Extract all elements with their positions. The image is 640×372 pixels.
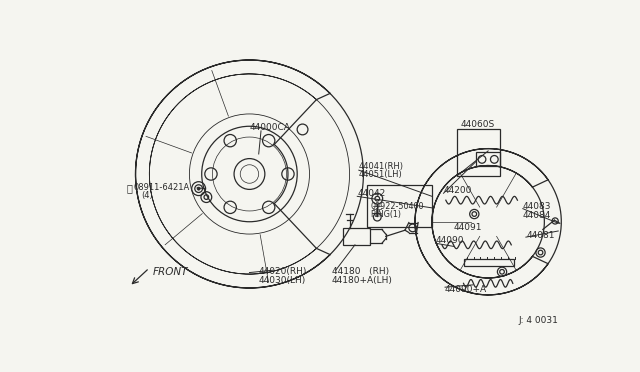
Text: 09922-50400: 09922-50400 [371, 202, 424, 211]
Text: 08911-6421A: 08911-6421A [134, 183, 190, 192]
Text: 44042: 44042 [357, 189, 385, 198]
Text: FRONT: FRONT [153, 267, 189, 277]
Text: (4): (4) [141, 191, 154, 200]
Text: ⓝ: ⓝ [126, 183, 132, 193]
Text: 44180+A(LH): 44180+A(LH) [332, 276, 393, 285]
Text: 44180   (RH): 44180 (RH) [332, 267, 389, 276]
Text: 44000CA: 44000CA [250, 123, 291, 132]
Text: 44083: 44083 [523, 202, 551, 211]
Text: 44200: 44200 [444, 186, 472, 195]
Bar [463, 259, 513, 266]
Text: 44030(LH): 44030(LH) [259, 276, 306, 285]
Text: 44041(RH): 44041(RH) [359, 162, 404, 171]
Text: 44060S: 44060S [460, 120, 495, 129]
Text: 44084: 44084 [523, 211, 551, 220]
Text: 44020(RH): 44020(RH) [259, 267, 307, 276]
Text: 44090: 44090 [436, 237, 464, 246]
Bar [476, 153, 500, 166]
Circle shape [197, 187, 200, 190]
Text: RING(1): RING(1) [371, 209, 401, 218]
Text: 44081: 44081 [527, 231, 555, 240]
Text: 44051(LH): 44051(LH) [359, 170, 403, 179]
Text: 44091: 44091 [454, 224, 482, 232]
Bar [344, 228, 371, 245]
Bar [367, 185, 432, 227]
Text: J: 4 0031: J: 4 0031 [519, 316, 559, 325]
Bar [458, 129, 500, 176]
Text: 44090+A: 44090+A [445, 285, 487, 294]
